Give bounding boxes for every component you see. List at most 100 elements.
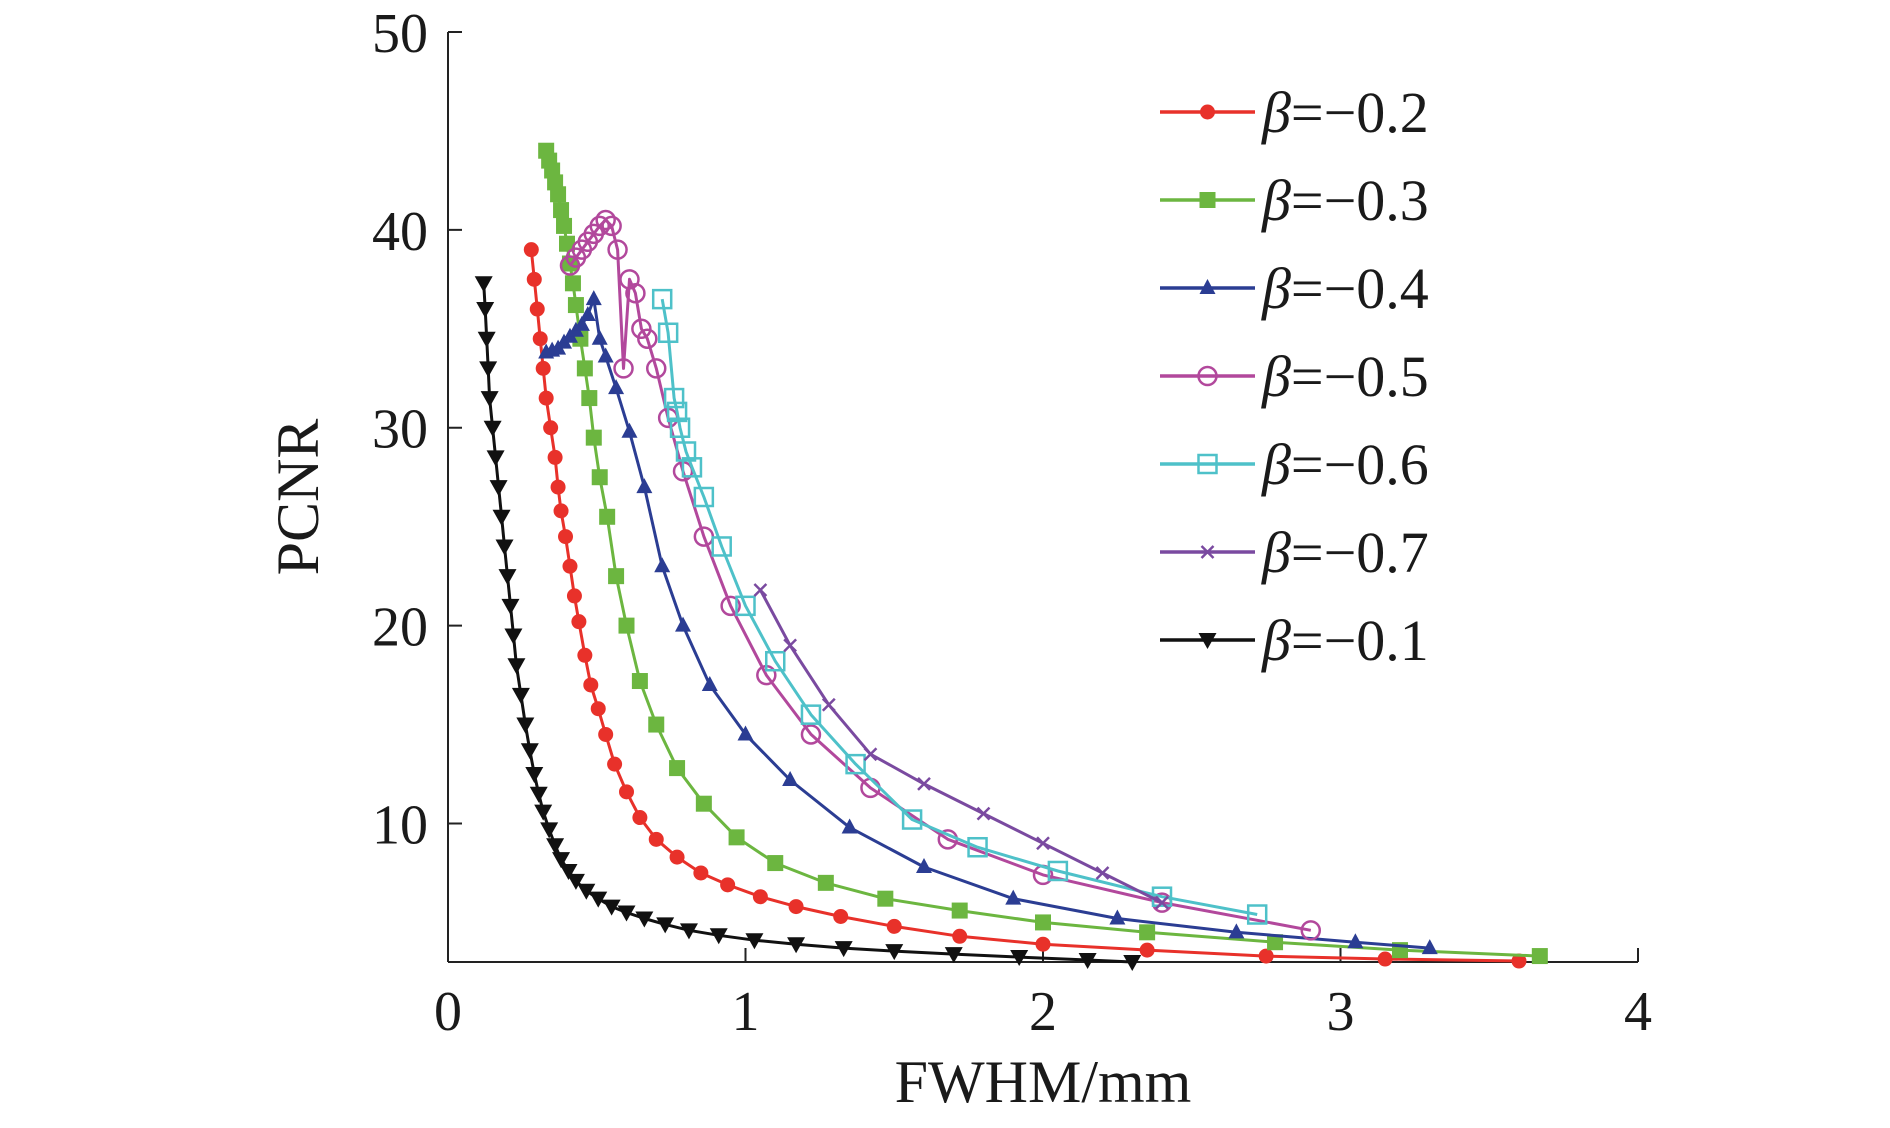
data-point — [529, 301, 545, 317]
data-point — [617, 905, 636, 922]
data-point — [540, 822, 559, 839]
data-point — [737, 725, 754, 741]
x-marker-stroke — [863, 747, 878, 762]
data-point — [558, 529, 574, 545]
data-point — [654, 557, 671, 573]
data-point — [595, 209, 616, 231]
data-point — [553, 503, 569, 519]
data-point — [632, 810, 648, 826]
legend-beta-value: =−0.1 — [1291, 608, 1429, 673]
data-point — [735, 595, 756, 617]
data-point — [566, 588, 582, 604]
data-point — [577, 647, 593, 663]
legend-item-2: β=−0.4 — [1160, 256, 1429, 321]
data-point — [709, 928, 728, 945]
data-point — [788, 899, 804, 915]
data-point — [566, 873, 585, 890]
data-point — [1139, 942, 1155, 958]
legend-item-5: β=−0.7 — [1160, 520, 1429, 585]
data-point — [693, 486, 715, 508]
data-point — [516, 717, 535, 734]
data-point — [646, 358, 667, 379]
data-point — [976, 806, 991, 821]
data-point — [1421, 939, 1438, 955]
data-point — [553, 202, 570, 219]
data-point — [1511, 953, 1527, 969]
legend-beta-symbol: β — [1261, 608, 1291, 673]
x-tick-label: 4 — [1624, 981, 1652, 1043]
data-point — [608, 379, 625, 395]
data-point — [1005, 889, 1022, 905]
legend-beta-value: =−0.2 — [1291, 80, 1429, 145]
series-line — [660, 298, 1258, 916]
data-point — [474, 276, 493, 293]
data-point — [886, 918, 902, 934]
data-point — [486, 450, 505, 467]
data-point — [817, 874, 834, 891]
y-tick-label: 50 — [372, 3, 428, 65]
data-point — [635, 911, 654, 928]
data-point — [589, 891, 608, 908]
y-tick-label: 40 — [372, 201, 428, 263]
x-marker-stroke — [917, 777, 931, 791]
data-point — [589, 215, 610, 237]
data-point — [559, 235, 575, 252]
data-point — [1095, 866, 1110, 880]
data-point — [489, 480, 508, 497]
data-point — [901, 809, 923, 830]
data-point — [529, 786, 548, 803]
data-point — [752, 889, 768, 905]
x-tick-label: 1 — [732, 981, 760, 1043]
data-point — [728, 829, 745, 846]
data-point — [599, 508, 616, 525]
data-point — [579, 305, 596, 321]
data-point — [526, 271, 542, 287]
data-point — [701, 675, 718, 691]
data-point — [538, 390, 554, 406]
legend-beta-value: =−0.4 — [1291, 256, 1429, 321]
data-point — [669, 760, 686, 777]
data-point — [917, 777, 931, 791]
data-point — [1036, 836, 1050, 851]
series-line — [759, 589, 1163, 904]
data-point — [1258, 948, 1274, 964]
data-point — [511, 687, 530, 704]
legend-swatch-marker — [1197, 365, 1218, 387]
data-point — [675, 616, 692, 632]
data-point — [562, 558, 578, 574]
y-axis-title: PCNR — [265, 419, 331, 576]
data-point — [631, 673, 648, 690]
data-point — [590, 701, 606, 717]
series-0 — [523, 242, 1527, 969]
data-point — [675, 441, 697, 462]
data-point — [507, 658, 526, 675]
data-point — [648, 831, 664, 847]
data-point — [651, 288, 673, 310]
data-point — [711, 536, 732, 557]
series-4 — [651, 288, 1268, 925]
data-point — [800, 724, 822, 745]
legend-beta-symbol: β — [1261, 168, 1291, 233]
data-point — [608, 568, 625, 585]
data-point — [619, 269, 640, 290]
axes: 0 1 2 3 4 10 20 30 40 50 FWHM/mm PCNR — [265, 3, 1652, 1115]
data-point — [476, 302, 495, 319]
legend-item-1: β=−0.3 — [1160, 168, 1429, 233]
data-point — [765, 650, 786, 672]
data-point — [601, 215, 622, 237]
data-point — [863, 747, 878, 762]
data-point — [607, 239, 628, 260]
data-point — [547, 449, 563, 465]
legend-beta-value: =−0.5 — [1291, 344, 1429, 409]
data-point — [520, 743, 539, 760]
legend-beta-value: =−0.7 — [1291, 520, 1429, 585]
data-point — [1010, 950, 1029, 967]
data-point — [821, 697, 836, 712]
data-point — [571, 614, 587, 630]
data-point — [618, 617, 635, 634]
data-point — [967, 836, 988, 858]
legend-beta-value: =−0.6 — [1291, 432, 1429, 497]
data-point — [585, 429, 602, 446]
data-point — [1047, 860, 1069, 882]
data-point — [1035, 914, 1051, 931]
